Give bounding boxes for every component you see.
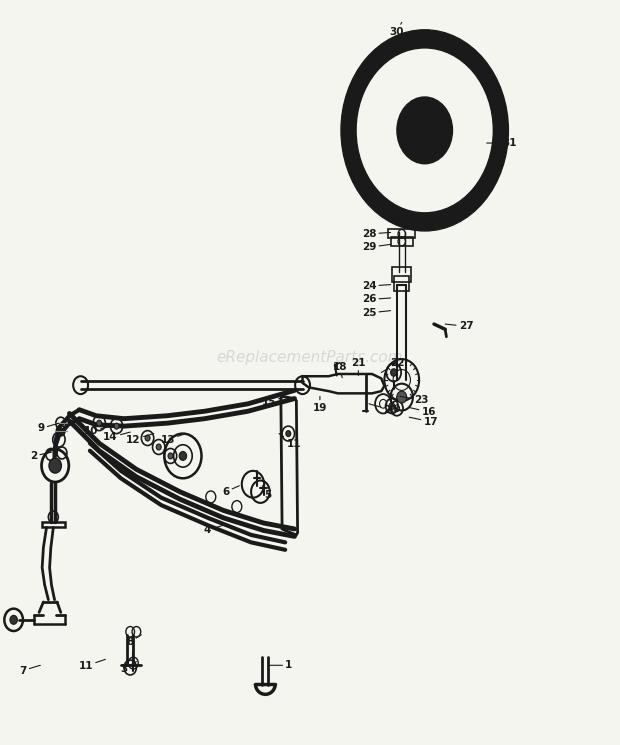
Bar bbox=[388, 229, 415, 238]
Circle shape bbox=[97, 420, 102, 426]
Text: 27: 27 bbox=[445, 321, 474, 332]
Text: 30: 30 bbox=[389, 22, 404, 37]
Bar bbox=[391, 237, 413, 246]
Text: eReplacementParts.com: eReplacementParts.com bbox=[216, 350, 404, 365]
Text: 1: 1 bbox=[270, 660, 293, 671]
Text: 22: 22 bbox=[381, 358, 405, 372]
Text: 21: 21 bbox=[351, 358, 366, 375]
Text: 9: 9 bbox=[38, 423, 59, 434]
Circle shape bbox=[179, 451, 187, 460]
Text: 14: 14 bbox=[103, 432, 130, 443]
Text: 19: 19 bbox=[312, 396, 327, 413]
Text: 29: 29 bbox=[362, 242, 391, 253]
Circle shape bbox=[145, 435, 150, 441]
Text: 4: 4 bbox=[203, 525, 223, 536]
Circle shape bbox=[341, 30, 508, 231]
Text: 16: 16 bbox=[409, 407, 436, 417]
Bar bbox=[394, 276, 409, 291]
Text: 15: 15 bbox=[262, 396, 287, 407]
Text: 28: 28 bbox=[362, 229, 391, 239]
Text: 31: 31 bbox=[487, 138, 516, 148]
Text: 17: 17 bbox=[409, 416, 438, 427]
Circle shape bbox=[397, 97, 453, 164]
Text: 26: 26 bbox=[362, 294, 391, 305]
Text: 2: 2 bbox=[30, 451, 51, 461]
Text: 10: 10 bbox=[84, 426, 112, 437]
Circle shape bbox=[356, 48, 494, 213]
Text: 7: 7 bbox=[19, 665, 40, 676]
Text: 25: 25 bbox=[362, 308, 391, 318]
Circle shape bbox=[168, 453, 173, 459]
Circle shape bbox=[156, 444, 161, 450]
Text: 11: 11 bbox=[279, 434, 301, 449]
Text: 5: 5 bbox=[262, 486, 272, 501]
Text: 6: 6 bbox=[222, 486, 239, 497]
Text: 3: 3 bbox=[120, 662, 136, 674]
Text: 20: 20 bbox=[369, 404, 397, 415]
Text: 18: 18 bbox=[332, 361, 347, 378]
Circle shape bbox=[114, 423, 119, 429]
Text: 11: 11 bbox=[79, 659, 105, 671]
Circle shape bbox=[397, 391, 407, 403]
Text: 24: 24 bbox=[361, 281, 391, 291]
Circle shape bbox=[391, 369, 397, 376]
Text: 13: 13 bbox=[161, 434, 186, 445]
Circle shape bbox=[49, 458, 61, 473]
Text: 23: 23 bbox=[400, 395, 428, 405]
Circle shape bbox=[10, 615, 17, 624]
Bar bbox=[392, 267, 411, 282]
Text: 12: 12 bbox=[126, 434, 154, 445]
Text: 8: 8 bbox=[126, 635, 141, 647]
Circle shape bbox=[286, 431, 291, 437]
Circle shape bbox=[407, 110, 442, 151]
